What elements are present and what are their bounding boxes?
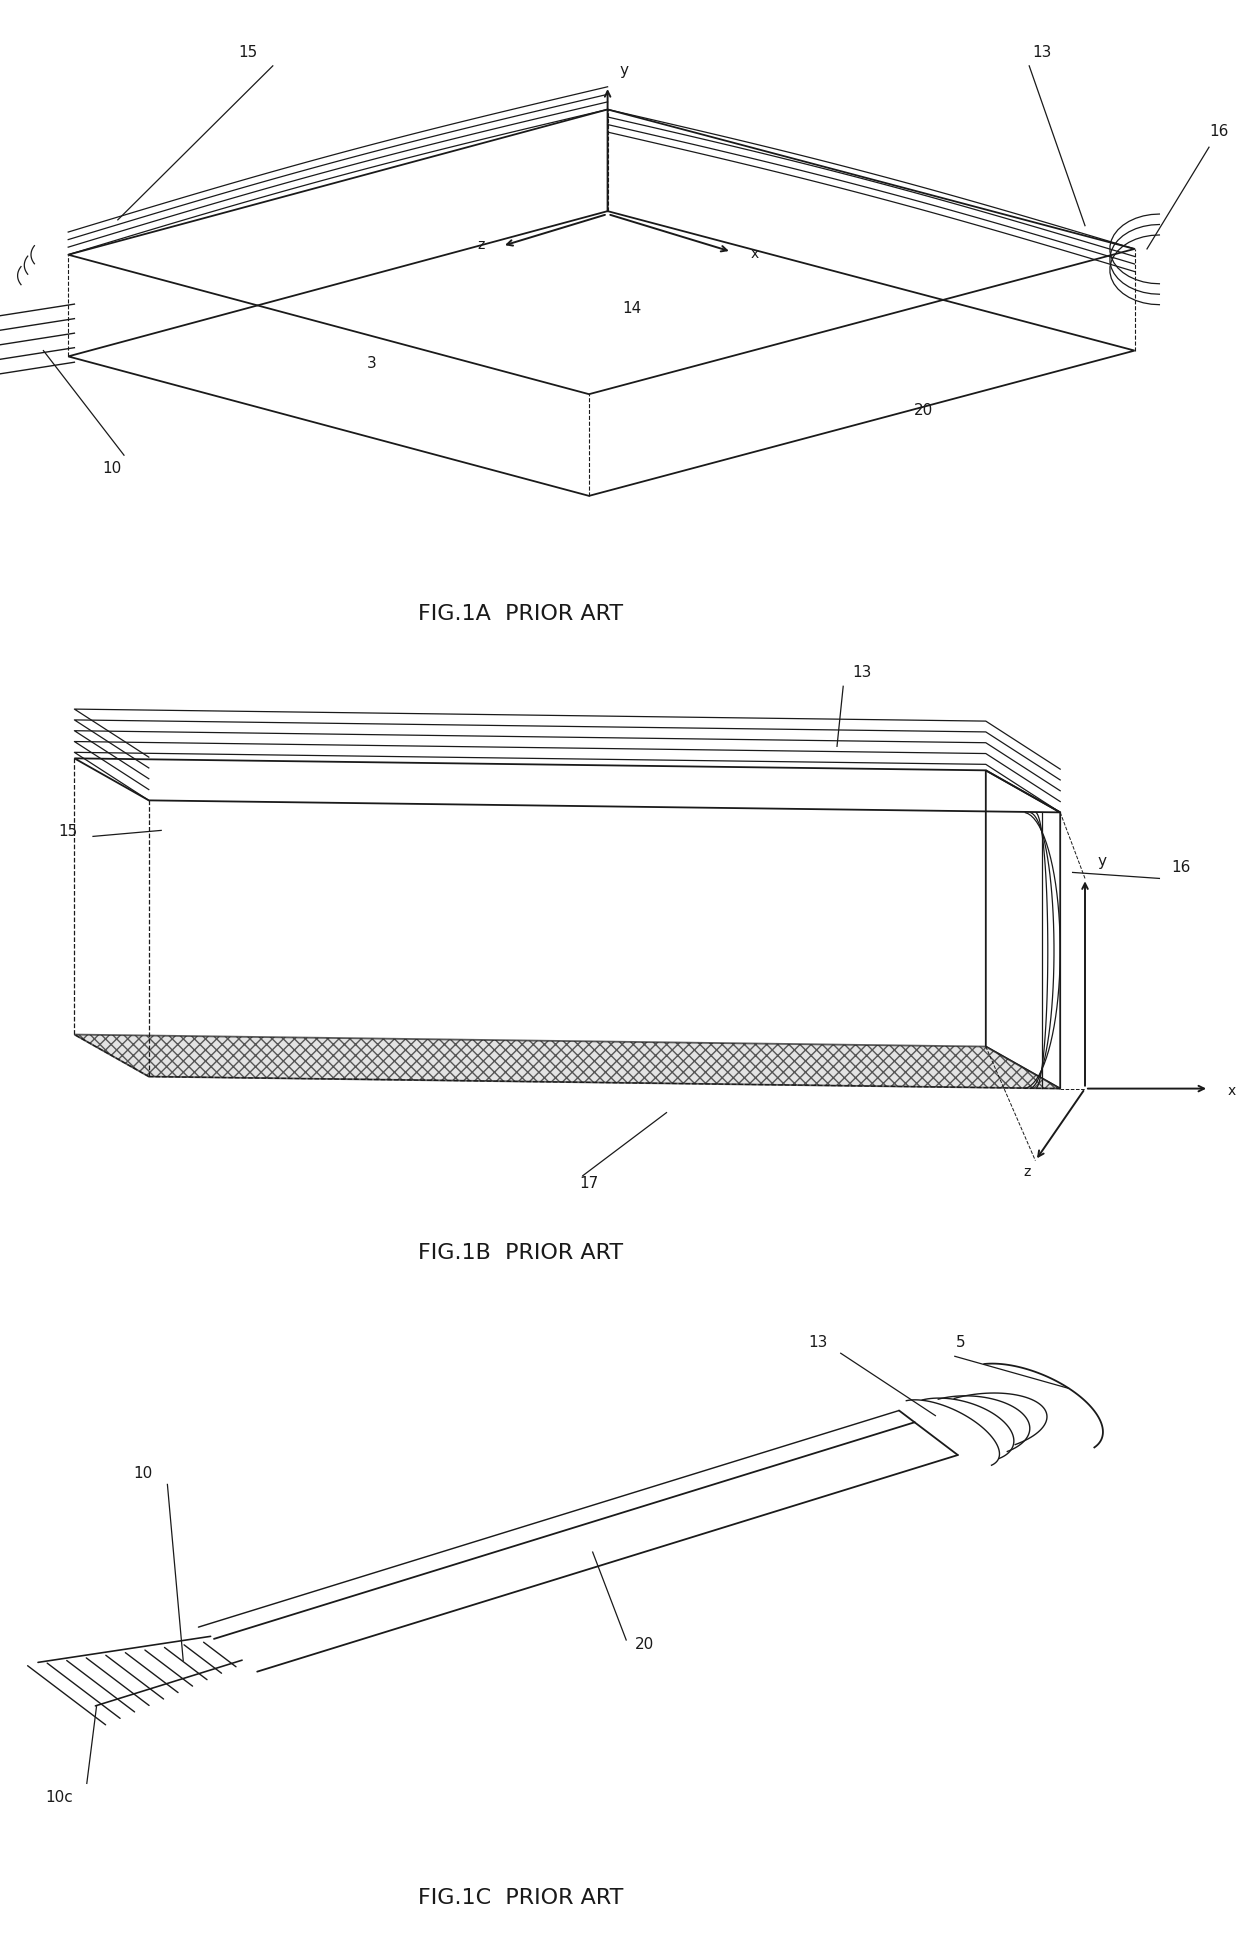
Text: 14: 14 [622, 300, 642, 316]
Text: 13: 13 [852, 664, 872, 680]
Text: 13: 13 [1032, 45, 1052, 60]
Text: y: y [620, 62, 629, 77]
Text: 20: 20 [635, 1637, 655, 1652]
Text: FIG.1B  PRIOR ART: FIG.1B PRIOR ART [418, 1244, 624, 1263]
Text: 15: 15 [238, 45, 258, 60]
Text: FIG.1A  PRIOR ART: FIG.1A PRIOR ART [418, 604, 624, 624]
Text: 15: 15 [58, 825, 78, 839]
Text: 16: 16 [1172, 860, 1192, 876]
Text: 16: 16 [1209, 124, 1229, 139]
Text: 10c: 10c [46, 1790, 73, 1805]
Text: y: y [1097, 854, 1106, 870]
Text: 5: 5 [956, 1335, 966, 1350]
Text: x: x [1228, 1083, 1236, 1098]
Text: z: z [477, 238, 485, 252]
Text: 10: 10 [133, 1466, 153, 1482]
Text: FIG.1C  PRIOR ART: FIG.1C PRIOR ART [418, 1889, 624, 1908]
Text: 20: 20 [914, 403, 934, 418]
Text: 3: 3 [367, 356, 377, 372]
Text: x: x [750, 246, 759, 261]
Polygon shape [74, 1034, 1060, 1089]
Text: 10: 10 [102, 461, 122, 477]
Text: 17: 17 [579, 1176, 599, 1191]
Text: 13: 13 [808, 1335, 828, 1350]
Text: z: z [1023, 1164, 1030, 1178]
